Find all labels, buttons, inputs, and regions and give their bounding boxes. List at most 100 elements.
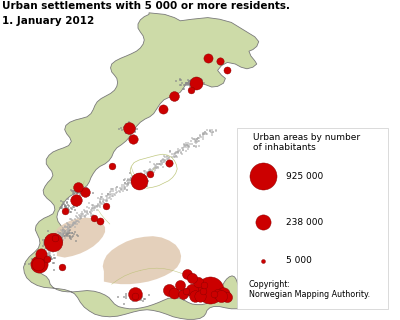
Point (135, 174, 141, 180)
Point (43, 244, 50, 250)
Point (139, 177, 145, 182)
Point (179, 145, 185, 150)
Point (64, 233, 71, 238)
Point (157, 161, 163, 166)
Point (199, 132, 206, 137)
Point (183, 81, 190, 86)
Point (145, 169, 152, 174)
Point (200, 131, 206, 136)
Point (145, 179, 151, 184)
Point (133, 292, 139, 297)
Point (208, 131, 215, 136)
Point (188, 81, 195, 86)
Point (50, 238, 56, 244)
Point (29, 262, 36, 267)
Point (67, 217, 73, 222)
Point (143, 183, 149, 188)
Point (129, 294, 135, 299)
Point (159, 161, 165, 166)
Point (103, 198, 109, 203)
Point (76, 188, 83, 193)
Point (97, 199, 103, 204)
Point (186, 145, 192, 150)
Point (129, 176, 135, 181)
Point (87, 210, 94, 215)
Point (108, 196, 114, 201)
Point (35, 259, 41, 264)
Point (95, 201, 102, 206)
Point (192, 139, 199, 144)
Point (52, 241, 59, 246)
Point (49, 239, 56, 244)
Point (37, 255, 43, 260)
Point (130, 177, 137, 182)
Point (140, 299, 146, 304)
Point (43, 244, 49, 249)
Point (74, 190, 81, 195)
Point (34, 264, 41, 269)
Point (153, 163, 160, 168)
Point (154, 164, 161, 170)
Point (213, 127, 219, 132)
Point (141, 176, 147, 181)
Point (66, 228, 72, 233)
Point (59, 233, 66, 238)
Point (156, 162, 162, 167)
Point (91, 205, 97, 210)
Point (122, 186, 128, 191)
Point (48, 255, 55, 260)
Point (120, 178, 127, 183)
Point (58, 205, 64, 210)
Point (39, 259, 46, 264)
Point (30, 264, 37, 269)
Point (54, 237, 60, 242)
Point (209, 127, 216, 132)
Point (60, 230, 66, 235)
Point (78, 212, 85, 217)
Point (200, 130, 207, 135)
Point (46, 241, 53, 246)
Point (184, 81, 190, 86)
Point (191, 290, 198, 295)
Point (81, 213, 88, 218)
Point (207, 129, 213, 134)
Point (38, 263, 44, 268)
Point (41, 242, 48, 247)
Point (89, 213, 96, 219)
Point (190, 288, 196, 293)
Point (50, 240, 56, 245)
Point (157, 161, 163, 166)
Point (125, 126, 131, 131)
Point (156, 161, 162, 166)
Point (189, 80, 195, 85)
Point (55, 230, 62, 235)
Point (174, 149, 180, 154)
Point (201, 131, 208, 136)
Point (167, 149, 174, 154)
Point (44, 247, 50, 252)
Point (74, 221, 81, 227)
Point (83, 211, 90, 216)
Point (62, 205, 69, 210)
Point (82, 214, 88, 220)
Point (66, 223, 73, 228)
Point (136, 182, 143, 188)
Point (134, 176, 140, 181)
Point (48, 256, 55, 261)
Point (70, 223, 76, 228)
Point (48, 244, 54, 249)
Point (195, 293, 202, 298)
Point (188, 142, 195, 147)
Point (44, 256, 51, 261)
Point (194, 79, 201, 84)
Point (54, 244, 61, 250)
Point (183, 81, 190, 86)
Point (75, 185, 82, 190)
Point (44, 251, 51, 256)
Point (128, 126, 134, 132)
Point (68, 217, 74, 222)
Point (139, 179, 145, 184)
Point (133, 126, 140, 132)
Point (182, 287, 188, 292)
Point (58, 205, 65, 211)
